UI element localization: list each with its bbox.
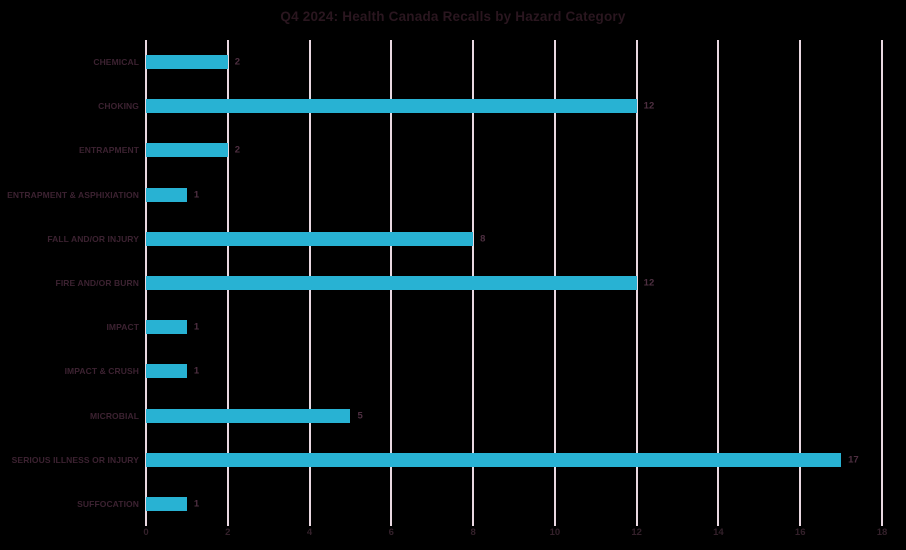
bar-row: SUFFOCATION 1 — [77, 482, 882, 526]
gridline — [635, 40, 638, 526]
bar — [146, 496, 187, 511]
x-tick-label: 10 — [549, 527, 561, 538]
bar-row: ENTRAPMENT 2 — [79, 128, 882, 172]
bar-row: CHEMICAL 2 — [93, 40, 882, 84]
x-tick-label: 8 — [470, 527, 476, 538]
x-tick-label: 18 — [876, 527, 888, 538]
x-tick-label: 6 — [388, 527, 394, 538]
bar — [146, 99, 637, 114]
gridline — [881, 40, 883, 526]
bar — [146, 320, 187, 335]
x-tick-label: 14 — [713, 527, 724, 538]
bar — [146, 364, 187, 379]
bar-row: FALL AND/OR INJURY 8 — [47, 217, 882, 261]
bar — [146, 187, 187, 202]
x-tick-label: 2 — [225, 527, 231, 538]
bar-row: SERIOUS ILLNESS OR INJURY 17 — [12, 438, 882, 482]
category-label: MICROBIAL — [89, 410, 139, 421]
category-label: CHEMICAL — [93, 57, 139, 68]
bar-value-label: 12 — [643, 100, 655, 112]
x-tick-label: 0 — [143, 527, 149, 538]
gridline — [799, 40, 802, 526]
category-label: ENTRAPMENT — [78, 145, 139, 156]
bar-value-label: 1 — [193, 189, 200, 201]
category-label: FIRE AND/OR BURN — [55, 278, 139, 289]
category-label: SERIOUS ILLNESS OR INJURY — [11, 454, 139, 465]
bar-value-label: 1 — [193, 498, 200, 510]
bar-value-label: 12 — [643, 277, 655, 289]
x-tick-label: 12 — [631, 527, 642, 538]
category-label: CHOKING — [98, 101, 139, 112]
bar-value-label: 2 — [234, 144, 241, 156]
bar-row: IMPACT & CRUSH 1 — [65, 349, 882, 393]
bar — [146, 231, 474, 246]
gridline — [717, 40, 720, 526]
category-label: SUFFOCATION — [77, 498, 139, 509]
bar-row: MICROBIAL 5 — [90, 394, 882, 438]
bar-rows: CHEMICAL 2 CHOKING 12 ENTRAPMENT 2 ENTRAPMENT … — [7, 40, 882, 526]
bar-value-label: 1 — [193, 321, 200, 333]
bar-value-label: 1 — [193, 365, 200, 377]
bar-value-label: 2 — [234, 56, 241, 68]
bar-value-label: 5 — [357, 410, 363, 422]
bar-value-label: 8 — [480, 233, 486, 245]
bar — [146, 143, 228, 158]
bar-value-label: 17 — [848, 454, 859, 466]
bar — [146, 408, 351, 423]
bar-row: ENTRAPMENT & ASPHIXIATION 1 — [7, 173, 882, 217]
category-label: IMPACT & CRUSH — [64, 366, 139, 377]
bar — [146, 55, 228, 70]
bar-row: IMPACT 1 — [106, 305, 882, 349]
bar — [146, 452, 842, 467]
category-label: FALL AND/OR INJURY — [47, 233, 139, 244]
x-tick-label: 4 — [306, 527, 313, 538]
x-tick-label: 16 — [794, 527, 806, 538]
x-axis: 0 2 4 6 8 10 12 14 16 18 — [143, 527, 887, 541]
category-label: ENTRAPMENT & ASPHIXIATION — [7, 189, 139, 200]
chart-title: Q4 2024: Health Canada Recalls by Hazard… — [280, 9, 626, 24]
bar-row: FIRE AND/OR BURN 12 — [56, 261, 882, 305]
plot-area: CHEMICAL 2 CHOKING 12 ENTRAPMENT 2 ENTRAPMENT … — [7, 40, 883, 526]
bar — [146, 276, 637, 291]
category-label: IMPACT — [106, 322, 139, 333]
bar-row: CHOKING 12 — [98, 84, 882, 128]
